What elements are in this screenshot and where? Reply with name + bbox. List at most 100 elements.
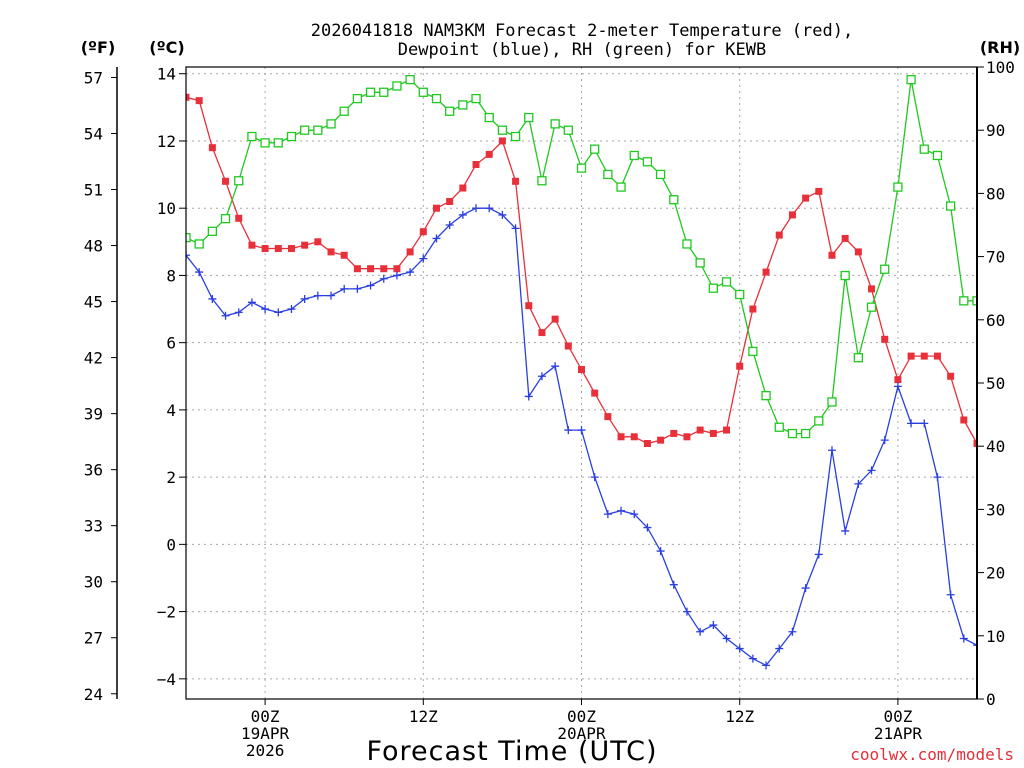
series-rh xyxy=(186,74,977,439)
fahrenheit-tick-label: 51 xyxy=(84,181,103,200)
rh-point xyxy=(840,270,850,281)
rh-point xyxy=(286,131,297,142)
dewpoint-point xyxy=(907,419,916,428)
temperature-point xyxy=(841,234,849,242)
x-tick-label: 12Z xyxy=(725,707,754,726)
dewpoint-point xyxy=(814,550,823,559)
temperature-point xyxy=(762,268,770,276)
rh-point xyxy=(800,428,811,439)
rh-point xyxy=(576,163,587,173)
celsius-tick-label: 4 xyxy=(166,401,176,420)
rh-point xyxy=(945,201,956,211)
dewpoint-point xyxy=(551,362,560,371)
rh-point xyxy=(339,106,349,116)
dewpoint-point xyxy=(274,308,283,317)
gridlines xyxy=(186,67,977,699)
dewpoint-point xyxy=(590,473,599,482)
rh-point xyxy=(880,264,890,274)
dewpoint-point xyxy=(920,419,929,428)
temperature-point xyxy=(353,265,361,273)
credit-text: coolwx.com/models xyxy=(850,745,1014,764)
x-tick-label: 00Z xyxy=(567,707,596,726)
dewpoint-point xyxy=(775,644,784,653)
temperature-point xyxy=(709,429,717,437)
temperature-point xyxy=(749,305,757,313)
fahrenheit-tick-label: 48 xyxy=(84,237,103,256)
temperature-point xyxy=(380,265,388,273)
fahrenheit-tick-label: 39 xyxy=(84,405,103,424)
temperature-point xyxy=(525,302,533,310)
celsius-tick-label: 6 xyxy=(166,334,176,353)
temperature-point xyxy=(248,241,256,249)
temperature-point xyxy=(828,251,836,259)
temperature-point xyxy=(551,315,559,323)
temperature-point xyxy=(854,248,862,256)
temperature-point xyxy=(736,362,744,370)
fahrenheit-unit-label: (ºF) xyxy=(81,38,116,57)
temperature-point xyxy=(419,228,427,236)
rh-point xyxy=(682,239,692,249)
temperature-point xyxy=(907,352,915,360)
celsius-tick-label: 2 xyxy=(166,468,176,487)
dewpoint-point xyxy=(656,547,665,556)
dewpoint-point xyxy=(498,210,507,219)
dewpoint-point xyxy=(392,271,401,280)
rh-point xyxy=(445,106,455,116)
x-tick-label: 00Z xyxy=(883,707,912,726)
rh-tick-label: 10 xyxy=(986,627,1005,646)
dewpoint-point xyxy=(630,510,639,519)
dewpoint-point xyxy=(366,281,375,290)
dewpoint-point xyxy=(445,221,454,229)
temperature-point xyxy=(406,248,414,256)
temperature-point xyxy=(195,97,203,105)
rh-point xyxy=(194,239,204,249)
series-dewpoint xyxy=(186,204,977,670)
temperature-point xyxy=(208,144,216,152)
temperature-point xyxy=(314,238,322,246)
dewpoint-point xyxy=(669,580,678,589)
chart-title-line2: Dewpoint (blue), RH (green) for KEWB xyxy=(398,40,766,60)
rh-point xyxy=(972,296,977,306)
dewpoint-point xyxy=(511,224,520,233)
rh-point xyxy=(761,390,771,401)
rh-point xyxy=(497,125,508,135)
dewpoint-point xyxy=(722,634,731,643)
dewpoint-point xyxy=(682,607,691,616)
dewpoint-point xyxy=(472,204,481,213)
dewpoint-point xyxy=(643,523,652,532)
chart-title-line1: 2026041818 NAM3KM Forecast 2-meter Tempe… xyxy=(311,21,853,41)
rh-point xyxy=(537,176,547,186)
rh-point xyxy=(748,346,758,357)
x-tick-label: 00Z xyxy=(251,707,280,726)
dewpoint-point xyxy=(827,446,836,455)
celsius-tick-label: 14 xyxy=(157,65,176,84)
rh-point xyxy=(326,119,336,129)
rh-point xyxy=(313,125,323,135)
rh-point xyxy=(669,195,679,205)
temperature-point xyxy=(775,231,783,239)
rh-point xyxy=(392,81,402,91)
rh-point xyxy=(866,302,877,312)
dewpoint-point xyxy=(537,372,546,381)
x-tick-label: 12Z xyxy=(409,707,438,726)
rh-point xyxy=(186,232,191,243)
temperature-point xyxy=(920,352,928,360)
temperature-point xyxy=(960,416,968,424)
dewpoint-point xyxy=(221,311,230,320)
temperature-point xyxy=(643,440,651,448)
temperature-point xyxy=(498,137,506,145)
temperature-point xyxy=(274,245,282,253)
rh-point xyxy=(919,144,929,154)
dewpoint-point xyxy=(946,590,955,599)
rh-point xyxy=(365,87,376,97)
temperature-point xyxy=(367,265,375,273)
dewpoint-point xyxy=(247,298,256,307)
rh-point xyxy=(458,100,468,110)
rh-point xyxy=(932,150,943,161)
rh-tick-label: 100 xyxy=(986,58,1015,77)
celsius-unit-label: (ºC) xyxy=(149,38,184,57)
temperature-point xyxy=(788,211,796,219)
fahrenheit-tick-label: 33 xyxy=(84,517,103,536)
